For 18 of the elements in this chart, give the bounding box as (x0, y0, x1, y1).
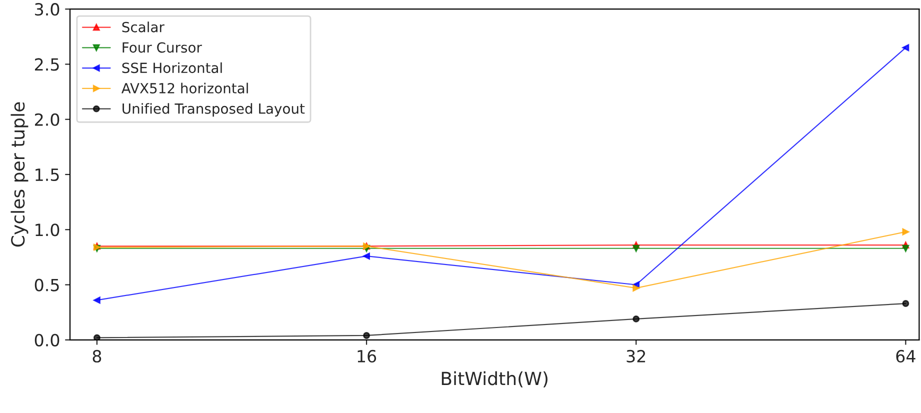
legend-label: Scalar (122, 22, 164, 32)
legend-label: Four Cursor (122, 42, 202, 53)
y-tick-label: 2.5 (34, 58, 59, 71)
x-tick-label: 64 (896, 350, 916, 363)
legend-label: SSE Horizontal (122, 62, 222, 74)
y-tick-label: 1.0 (36, 224, 60, 236)
x-tick-label: 8 (92, 350, 102, 363)
y-tick-label: 1.5 (36, 168, 59, 182)
y-axis-title: Cycles per tuple (10, 102, 28, 247)
y-tick-label: 2.0 (34, 113, 60, 126)
y-tick-label: 3.0 (35, 3, 60, 16)
x-tick-label: 16 (358, 350, 376, 363)
x-tick-label: 32 (626, 350, 646, 363)
y-tick-label: 0.0 (34, 334, 60, 346)
y-tick-label: 0.5 (34, 278, 59, 292)
x-axis-title: BitWidth(W) (442, 371, 548, 388)
legend-label: Unified Transposed Layout (122, 103, 305, 117)
legend-label: AVX512 horizontal (121, 82, 248, 94)
